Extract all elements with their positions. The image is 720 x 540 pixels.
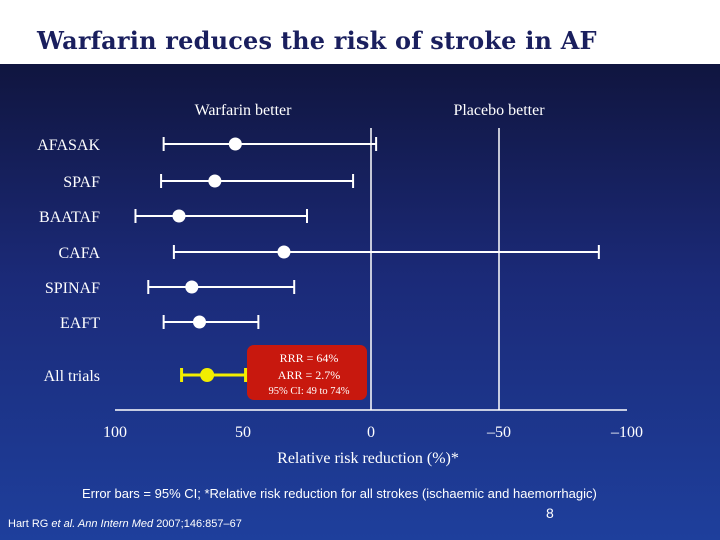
annotation-arr: ARR = 2.7% xyxy=(278,368,340,382)
x-tick-label: –100 xyxy=(610,424,643,441)
point-estimate xyxy=(172,209,186,223)
point-estimate xyxy=(192,315,206,329)
study-row: SPINAF xyxy=(45,280,296,297)
study-label: EAFT xyxy=(60,315,100,332)
citation-journal: Ann Intern Med xyxy=(75,518,157,530)
point-estimate xyxy=(277,245,291,259)
study-row: BAATAF xyxy=(39,209,308,226)
page-number: 8 xyxy=(546,505,554,521)
x-axis-label: Relative risk reduction (%)* xyxy=(277,450,459,467)
point-estimate xyxy=(185,280,199,294)
study-label: BAATAF xyxy=(39,209,100,226)
study-label: AFASAK xyxy=(37,137,100,154)
study-row: SPAF xyxy=(63,174,355,191)
reference-lines xyxy=(370,128,500,410)
citation-rest: 2007;146:857–67 xyxy=(156,518,242,530)
pooled-annotation: RRR = 64% ARR = 2.7% 95% CI: 49 to 74% xyxy=(247,345,367,400)
study-label: SPINAF xyxy=(45,280,100,297)
x-axis-ticks: 100 50 0 –50 –100 xyxy=(103,424,643,441)
study-rows: AFASAK SPAF BAATAF CAFA SPINAF EAFT xyxy=(37,137,600,332)
x-tick-label: 100 xyxy=(103,424,127,441)
study-label: SPAF xyxy=(63,174,100,191)
left-header: Warfarin better xyxy=(195,102,293,119)
x-tick-label: 0 xyxy=(367,424,375,441)
footnote: Error bars = 95% CI; *Relative risk redu… xyxy=(82,486,597,501)
study-row: CAFA xyxy=(59,245,600,262)
citation-etal: et al. xyxy=(51,518,76,530)
right-header: Placebo better xyxy=(453,102,545,119)
point-estimate xyxy=(208,174,222,188)
annotation-box xyxy=(247,345,367,400)
x-tick-label: –50 xyxy=(486,424,511,441)
study-label: CAFA xyxy=(59,245,101,262)
x-tick-label: 50 xyxy=(235,424,251,441)
study-row: EAFT xyxy=(60,315,260,332)
title-bar: Warfarin reduces the risk of stroke in A… xyxy=(0,0,720,64)
annotation-rrr: RRR = 64% xyxy=(280,351,339,365)
point-estimate xyxy=(228,137,242,151)
annotation-ci: 95% CI: 49 to 74% xyxy=(268,386,349,397)
pooled-point-estimate xyxy=(200,368,215,382)
citation: Hart RG et al. Ann Intern Med 2007;146:8… xyxy=(8,518,242,530)
slide-title: Warfarin reduces the risk of stroke in A… xyxy=(37,26,597,55)
citation-authors: Hart RG xyxy=(8,518,52,530)
study-row: AFASAK xyxy=(37,137,378,154)
pooled-row: All trials xyxy=(44,368,248,385)
pooled-label: All trials xyxy=(44,368,100,385)
